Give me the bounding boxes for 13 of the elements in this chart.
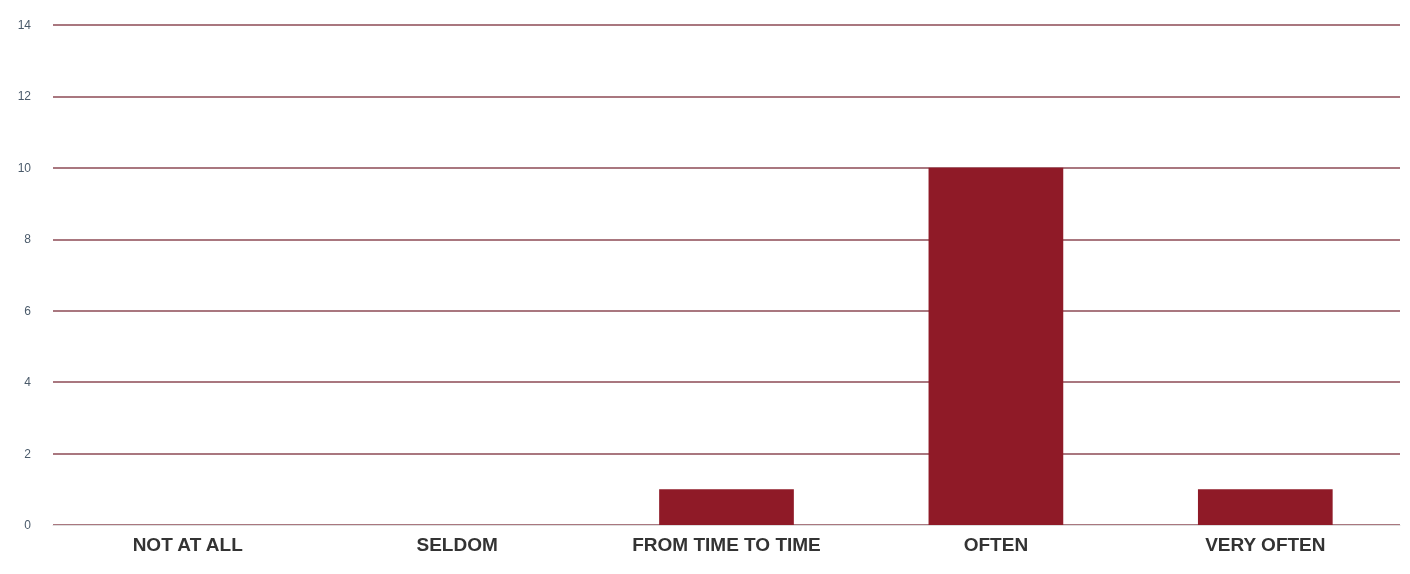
y-tick-label: 14: [17, 18, 32, 32]
y-tick-label: 4: [24, 375, 32, 390]
y-tick-label: 8: [24, 232, 32, 247]
y-tick-label: 2: [24, 446, 32, 461]
x-tick-label: FROM TIME TO TIME: [632, 534, 821, 555]
y-tick-label: 6: [24, 303, 32, 318]
x-tick-label: NOT AT ALL: [132, 534, 244, 555]
y-tick-label: 10: [17, 160, 32, 175]
y-tick-label: 0: [24, 518, 32, 532]
x-tick-label: VERY OFTEN: [1205, 534, 1326, 555]
x-tick-label: SELDOM: [416, 534, 498, 555]
x-tick-label: OFTEN: [963, 534, 1029, 555]
y-tick-label: 12: [17, 89, 32, 104]
